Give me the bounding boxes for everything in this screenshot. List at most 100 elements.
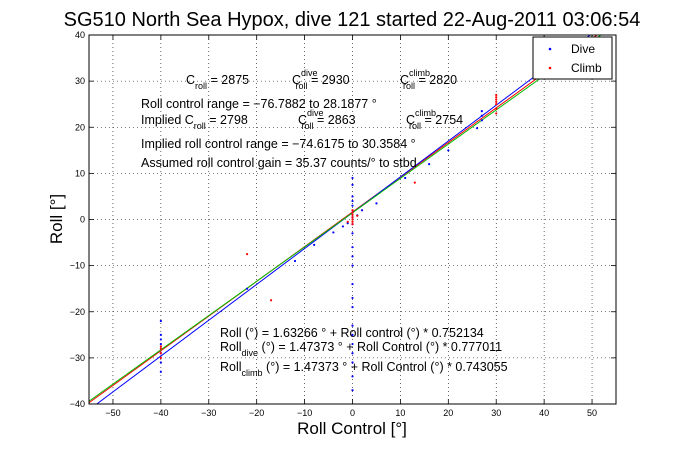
annotation-croll-dive: Cdive roll = 2930: [292, 68, 350, 91]
dive-point: [159, 338, 162, 341]
legend: Dive Climb: [532, 36, 613, 80]
dive-point: [351, 333, 354, 336]
y-tick-label: 20: [75, 122, 85, 132]
dive-point: [351, 342, 354, 346]
dive-point: [375, 202, 378, 205]
climb-point: [413, 181, 416, 184]
y-tick-label: 30: [75, 76, 85, 86]
climb-point: [346, 220, 349, 223]
dive-point: [159, 342, 162, 346]
y-tick-label: 10: [75, 168, 85, 178]
dive-point: [341, 225, 345, 228]
x-tick-label: 40: [539, 408, 549, 418]
dive-point: [332, 231, 335, 234]
climb-point: [246, 252, 249, 256]
climb-point: [159, 352, 162, 355]
climb-point: [495, 93, 498, 97]
dive-point: [351, 296, 354, 300]
x-tick-label: 20: [443, 408, 453, 418]
annotation-fit-equation: Roll (°) = 1.63266 ° + Roll control (°) …: [220, 326, 484, 340]
climb-point: [269, 299, 273, 302]
y-tick-label: −20: [70, 307, 85, 317]
x-tick-label: −10: [297, 408, 312, 418]
dive-point: [351, 389, 354, 392]
annotation-implied-croll-climb: Cclimb roll = 2754: [406, 108, 463, 131]
legend-marker-dive: [548, 47, 552, 51]
x-tick-label: −50: [105, 408, 120, 418]
climb-point: [495, 112, 498, 115]
y-tick-label: 0: [80, 215, 85, 225]
dive-point: [351, 306, 354, 309]
dive-point: [293, 259, 297, 263]
dive-point: [351, 255, 354, 258]
climb-point: [351, 223, 354, 226]
dive-point: [159, 319, 162, 323]
annotation-gain: Assumed roll control gain = 35.37 counts…: [141, 156, 417, 170]
x-tick-label: −20: [249, 408, 264, 418]
dive-point: [159, 361, 162, 364]
climb-point: [495, 100, 498, 103]
dive-point: [351, 375, 354, 378]
climb-point: [351, 216, 354, 219]
climb-point: [495, 103, 498, 106]
dive-point: [480, 119, 483, 122]
climb-point: [159, 347, 162, 350]
climb-point: [351, 218, 354, 221]
dive-point: [159, 333, 162, 336]
legend-label-climb: Climb: [571, 61, 602, 75]
dive-point: [351, 282, 354, 286]
climb-point: [356, 214, 359, 217]
dive-point: [351, 204, 354, 207]
legend-label-dive: Dive: [571, 42, 595, 56]
dive-point: [447, 149, 450, 152]
climb-point: [351, 209, 354, 212]
dive-point: [351, 232, 354, 235]
climb-point: [159, 356, 162, 359]
dive-point: [475, 127, 479, 130]
annotation-fit-dive-equation: Rolldive (°) = 1.47373 ° + Roll Control …: [220, 340, 502, 358]
dive-point: [351, 324, 354, 327]
legend-box: [532, 36, 613, 80]
dive-point: [351, 195, 354, 198]
dive-point: [351, 199, 354, 203]
y-axis-label: Roll [°]: [47, 194, 66, 244]
dive-point: [351, 246, 354, 249]
dive-point: [351, 183, 354, 187]
climb-point: [495, 96, 498, 99]
dive-point: [360, 209, 364, 212]
dive-point: [428, 163, 431, 166]
x-axis-label: Roll Control [°]: [297, 419, 407, 438]
dive-point: [159, 370, 162, 373]
climb-point: [495, 107, 498, 110]
annotation-implied-croll: Implied Croll = 2798: [141, 113, 248, 131]
dive-point: [480, 114, 483, 117]
annotation-implied-range: Implied roll control range = −74.6175 to…: [141, 137, 416, 151]
dive-point: [351, 176, 354, 180]
climb-point: [495, 98, 498, 101]
y-tick-label: −10: [70, 261, 85, 271]
y-tick-label: −30: [70, 353, 85, 363]
climb-point: [351, 220, 354, 223]
legend-marker-climb: [548, 66, 552, 70]
x-tick-label: 50: [587, 408, 597, 418]
dive-point: [351, 264, 354, 267]
y-tick-label: −40: [70, 399, 85, 409]
y-tick-label: 40: [75, 30, 85, 40]
annotation-croll: Croll = 2875: [186, 73, 249, 91]
climb-point: [351, 211, 354, 214]
x-tick-label: 30: [491, 408, 501, 418]
chart-title: SG510 North Sea Hypox, dive 121 started …: [64, 9, 641, 31]
dive-point: [313, 243, 316, 246]
x-tick-label: −40: [153, 408, 168, 418]
annotations: Croll = 2875 Cdive roll = 2930 Cclimb roll…: [141, 68, 508, 378]
annotation-implied-croll-dive: Cdive roll = 2863: [298, 108, 356, 131]
x-tick-label: −30: [201, 408, 216, 418]
climb-point: [159, 345, 162, 348]
dive-point: [351, 361, 354, 364]
x-tick-label: 10: [395, 408, 405, 418]
annotation-fit-climb-equation: Rollclimb (°) = 1.47373 ° + Roll Control…: [220, 360, 508, 378]
x-tick-label: 0: [350, 408, 355, 418]
annotation-roll-control-range: Roll control range = −76.7882 to 28.1877…: [141, 97, 377, 111]
dive-point: [480, 110, 483, 113]
